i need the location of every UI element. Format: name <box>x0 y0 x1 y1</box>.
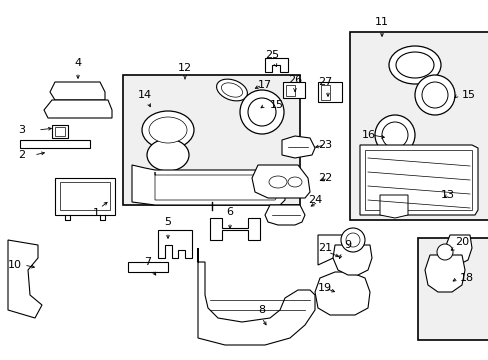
Polygon shape <box>55 178 115 215</box>
Polygon shape <box>198 248 314 345</box>
Text: 7: 7 <box>144 257 151 267</box>
Text: 20: 20 <box>454 237 468 247</box>
Bar <box>128 262 168 272</box>
Text: 14: 14 <box>138 90 152 100</box>
Text: 27: 27 <box>317 77 331 87</box>
Polygon shape <box>264 205 305 225</box>
Text: 9: 9 <box>344 240 351 250</box>
Polygon shape <box>332 245 371 275</box>
Ellipse shape <box>221 83 242 97</box>
Ellipse shape <box>142 111 194 149</box>
Bar <box>320 85 329 100</box>
Text: 10: 10 <box>8 260 22 270</box>
Polygon shape <box>424 255 464 292</box>
Text: 1: 1 <box>93 208 100 218</box>
Circle shape <box>421 82 447 108</box>
Text: 17: 17 <box>258 80 271 90</box>
Circle shape <box>240 90 284 134</box>
Bar <box>283 82 305 98</box>
Circle shape <box>381 122 407 148</box>
Polygon shape <box>444 235 471 265</box>
Polygon shape <box>264 58 287 72</box>
Polygon shape <box>209 218 260 240</box>
Ellipse shape <box>216 79 247 101</box>
Text: 16: 16 <box>361 130 375 140</box>
Text: 11: 11 <box>374 17 388 27</box>
Text: 13: 13 <box>440 190 454 200</box>
Bar <box>52 125 68 138</box>
Polygon shape <box>317 235 354 265</box>
Text: 24: 24 <box>307 195 322 205</box>
Text: 22: 22 <box>317 173 331 183</box>
Text: 2: 2 <box>18 150 25 160</box>
Bar <box>349 32 488 220</box>
Circle shape <box>346 233 359 247</box>
Circle shape <box>374 115 414 155</box>
Ellipse shape <box>147 139 189 171</box>
Polygon shape <box>20 140 90 148</box>
Text: 19: 19 <box>317 283 331 293</box>
Text: 5: 5 <box>164 217 171 227</box>
Bar <box>123 75 299 205</box>
Text: 4: 4 <box>74 58 81 68</box>
Polygon shape <box>132 165 285 205</box>
Text: 18: 18 <box>459 273 473 283</box>
Circle shape <box>414 75 454 115</box>
Bar <box>417 238 488 340</box>
Polygon shape <box>158 230 192 258</box>
Circle shape <box>247 98 275 126</box>
Text: 6: 6 <box>226 207 233 217</box>
Ellipse shape <box>149 117 186 143</box>
Bar <box>285 85 294 96</box>
Polygon shape <box>251 165 309 198</box>
Polygon shape <box>359 145 477 215</box>
Polygon shape <box>379 195 407 218</box>
Text: 3: 3 <box>18 125 25 135</box>
Polygon shape <box>282 136 314 158</box>
Text: 8: 8 <box>258 305 265 315</box>
Bar <box>317 82 341 102</box>
Text: 15: 15 <box>461 90 475 100</box>
Text: 23: 23 <box>317 140 331 150</box>
Polygon shape <box>8 240 42 318</box>
Circle shape <box>340 228 364 252</box>
Text: 26: 26 <box>287 75 302 85</box>
Ellipse shape <box>388 46 440 84</box>
Bar <box>55 127 65 136</box>
Polygon shape <box>44 100 112 118</box>
Text: 25: 25 <box>264 50 279 60</box>
Ellipse shape <box>395 52 433 78</box>
Polygon shape <box>50 82 105 100</box>
Text: 12: 12 <box>178 63 192 73</box>
Text: 21: 21 <box>317 243 331 253</box>
Polygon shape <box>314 272 369 315</box>
Text: 15: 15 <box>269 100 284 110</box>
Circle shape <box>436 244 452 260</box>
